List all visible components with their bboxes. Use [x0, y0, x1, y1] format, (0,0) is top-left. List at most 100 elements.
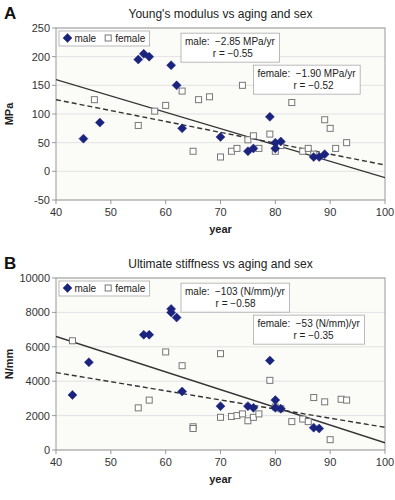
y-tick-label: 150	[32, 79, 50, 91]
point	[179, 88, 185, 94]
annotation-text: female: −53 (N/mm)/yr r = −0.35	[257, 318, 360, 341]
x-tick-label: 50	[105, 206, 117, 218]
point	[152, 108, 158, 114]
panel-label: B	[4, 254, 16, 273]
title: Ultimate stiffness vs aging and sex	[128, 257, 313, 271]
annotation-line: female: −1.90 MPa/yr	[257, 68, 356, 79]
annotation-box	[253, 65, 360, 94]
annotation-text: female: −1.90 MPa/yr r = −0.52	[257, 68, 356, 91]
x-tick-label: 40	[50, 456, 62, 468]
annotation-box	[181, 283, 289, 312]
plot-area	[56, 28, 385, 200]
x-tick-label: 60	[160, 456, 172, 468]
point	[178, 124, 187, 133]
point	[95, 118, 104, 127]
legend: male female	[59, 281, 150, 296]
point	[267, 131, 273, 137]
chart: -50050100150200250405060708090100Young's…	[0, 0, 395, 500]
annotation-line: r = −0.58	[185, 298, 256, 309]
y-tick	[52, 200, 56, 201]
trend-line	[56, 100, 385, 165]
point	[249, 403, 258, 412]
x-axis-label: year	[209, 223, 232, 235]
y-tick	[52, 56, 56, 57]
legend-label: female	[115, 33, 145, 44]
y-axis-label: MPa	[3, 102, 15, 126]
point	[178, 387, 187, 396]
point	[327, 125, 333, 131]
annotation: male: −103 (N/mm)/yr r = −0.58	[181, 283, 289, 312]
y-tick	[52, 381, 56, 382]
annotation-line: r = −0.55	[185, 48, 253, 59]
point	[289, 100, 295, 106]
x-tick	[56, 450, 57, 454]
point	[305, 419, 311, 425]
x-tick-label: 90	[324, 206, 336, 218]
y-tick	[52, 450, 56, 451]
panel: -50050100150200250405060708090100Young's…	[3, 4, 394, 235]
plot-area	[56, 278, 385, 450]
annotation-box	[253, 315, 364, 344]
point	[218, 154, 224, 160]
trend-line	[56, 373, 385, 428]
title: Young's modulus vs aging and sex	[129, 7, 313, 21]
x-tick-label: 70	[214, 206, 226, 218]
y-tick-label: -50	[34, 194, 50, 206]
point	[179, 363, 185, 369]
point	[320, 150, 329, 159]
point	[145, 330, 154, 339]
point	[190, 426, 196, 432]
legend-marker	[105, 285, 111, 291]
x-tick-label: 60	[160, 206, 172, 218]
y-tick	[52, 312, 56, 313]
x-tick	[110, 200, 111, 204]
x-tick-label: 100	[376, 206, 394, 218]
point	[172, 313, 181, 322]
point	[68, 390, 77, 399]
point	[79, 134, 88, 143]
point	[249, 144, 258, 153]
point	[84, 358, 93, 367]
y-tick	[52, 85, 56, 86]
legend: malefemale	[59, 31, 150, 46]
x-axis-label: year	[209, 473, 232, 485]
y-tick-label: 0	[44, 165, 50, 177]
point	[271, 144, 280, 153]
x-tick	[330, 450, 331, 454]
plot-frame	[56, 28, 385, 200]
legend-box	[59, 281, 150, 296]
y-tick	[52, 142, 56, 143]
annotation-text: male: −103 (N/mm)/yr r = −0.58	[185, 286, 285, 309]
x-tick	[275, 450, 276, 454]
annotation: female: −53 (N/mm)/yr r = −0.35	[253, 315, 364, 344]
legend-label: male	[75, 283, 97, 294]
point	[315, 424, 324, 433]
panel-label: A	[4, 4, 16, 23]
point	[344, 140, 350, 146]
y-tick	[52, 278, 56, 279]
point	[216, 402, 225, 411]
point	[145, 52, 154, 61]
point	[216, 132, 225, 141]
x-tick-label: 40	[50, 206, 62, 218]
x-tick	[165, 200, 166, 204]
point	[239, 411, 245, 417]
x-tick-label: 100	[376, 456, 394, 468]
y-tick	[52, 28, 56, 29]
y-tick-label: 2000	[26, 410, 50, 422]
x-tick-label: 50	[105, 456, 117, 468]
legend-marker	[63, 34, 72, 43]
x-tick	[110, 450, 111, 454]
legend-label: female	[115, 283, 145, 294]
legend-items: male female	[63, 283, 146, 294]
plot-frame	[56, 278, 385, 450]
point	[333, 145, 339, 151]
legend-marker	[63, 284, 72, 293]
point	[69, 338, 75, 344]
y-tick-label: 200	[32, 51, 50, 63]
point	[265, 112, 274, 121]
point	[135, 405, 141, 411]
point	[344, 397, 350, 403]
point	[207, 94, 213, 100]
marks	[56, 49, 385, 177]
